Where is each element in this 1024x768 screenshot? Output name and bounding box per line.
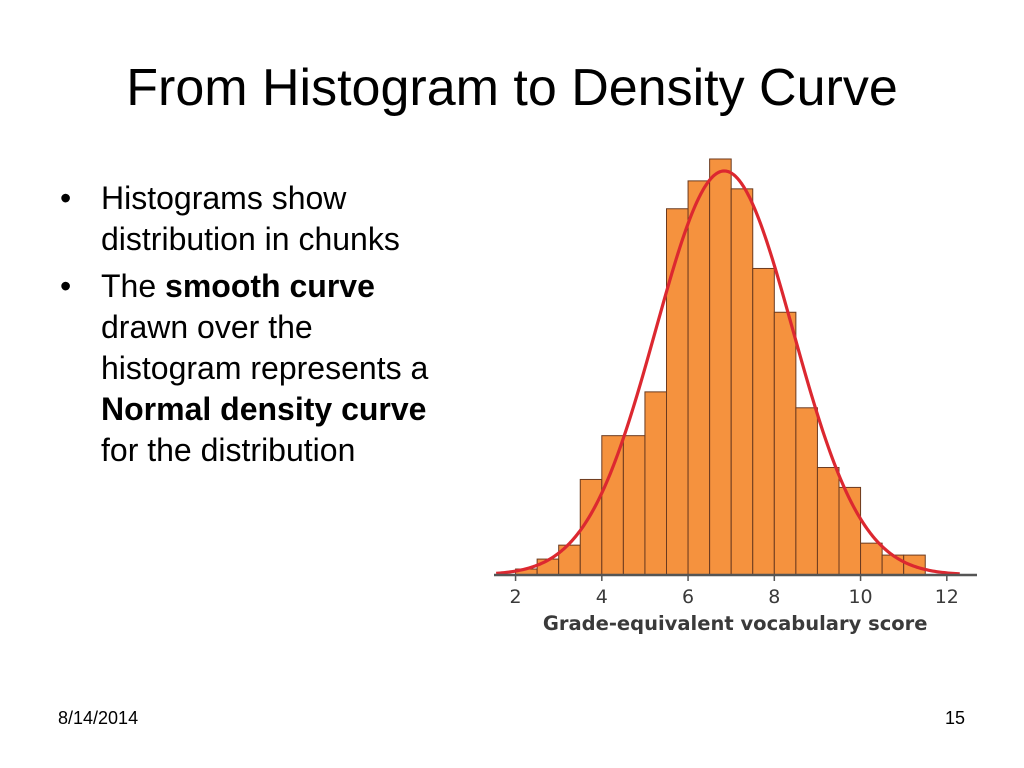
x-tick-label: 10 — [848, 586, 872, 608]
bullet-1-text: Histograms show distribution in chunks — [101, 180, 400, 257]
x-tick-label: 2 — [510, 586, 522, 608]
histogram-bar — [644, 391, 667, 576]
normal-density-curve — [496, 169, 960, 576]
histogram-bar — [795, 407, 818, 576]
slide-number: 15 — [944, 708, 965, 728]
bullet-item-2: • The smooth curve drawn over the histog… — [58, 266, 458, 471]
x-tick-label: 12 — [935, 586, 959, 608]
x-tick-label: 6 — [682, 586, 694, 608]
histogram-bar — [709, 158, 732, 576]
footer-date: 8/14/2014 — [58, 708, 139, 728]
bullet-marker: • — [60, 180, 72, 216]
histogram-bar — [860, 542, 883, 576]
histogram-bar — [601, 435, 624, 576]
bullet-2-emphasis-smooth-curve: smooth curve — [165, 268, 375, 304]
x-tick-label: 8 — [768, 586, 780, 608]
histogram-bar — [773, 311, 797, 576]
bullet-list: • Histograms show distribution in chunks… — [58, 178, 458, 477]
bullet-2-run-1: The — [101, 268, 166, 304]
histogram-bar — [752, 267, 775, 576]
histogram-chart: 2 4 6 8 10 12 Grade-equivalent vocabulary sco… — [494, 158, 977, 635]
bullet-marker: • — [60, 268, 72, 304]
histogram-bar — [881, 554, 905, 576]
x-axis-ticks: 2 4 6 8 10 12 — [510, 575, 959, 608]
bullet-2-run-3: drawn over the histogram represents a — [101, 309, 429, 386]
bullet-2-run-5: for the distribution — [101, 432, 356, 468]
histogram-bar — [666, 208, 689, 576]
histogram-bar — [622, 435, 646, 576]
x-axis-label: Grade-equivalent vocabulary score — [543, 612, 928, 635]
bullet-item-1: • Histograms show distribution in chunks — [58, 178, 458, 260]
slide-title: From Histogram to Density Curve — [126, 59, 898, 117]
histogram-bar — [687, 180, 711, 576]
x-tick-label: 4 — [596, 586, 608, 608]
histogram-bar — [730, 188, 754, 576]
histogram-bar — [816, 467, 840, 576]
histogram-bars — [515, 158, 926, 576]
bullet-2-emphasis-normal-density-curve: Normal density curve — [101, 391, 427, 427]
